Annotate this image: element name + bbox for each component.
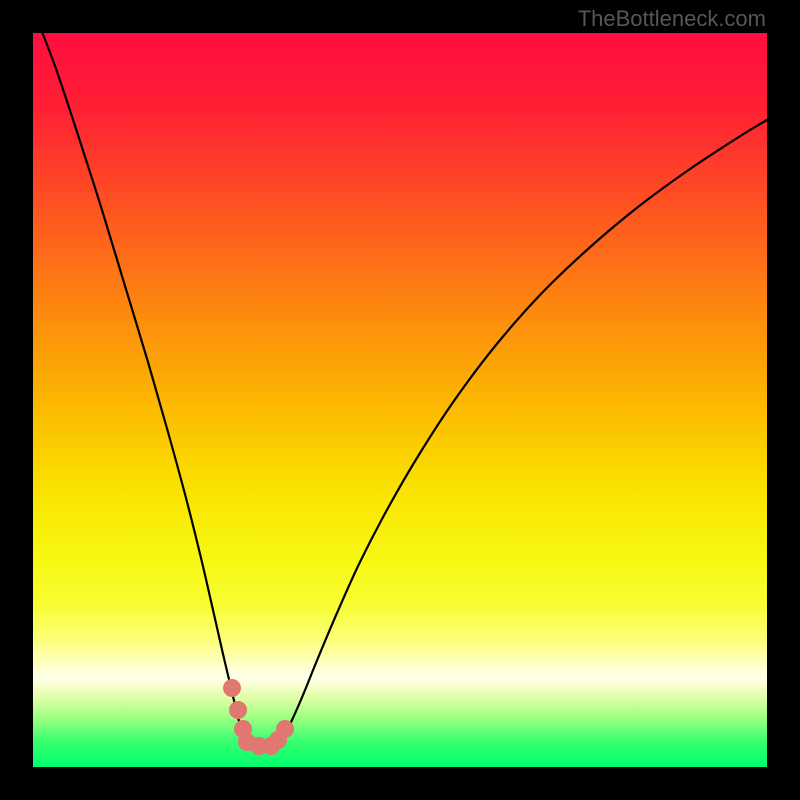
marker-group (223, 679, 294, 755)
marker-dot (229, 701, 247, 719)
marker-dot (223, 679, 241, 697)
attribution-label: TheBottleneck.com (578, 6, 766, 32)
chart-container: TheBottleneck.com (0, 0, 800, 800)
marker-dot (276, 720, 294, 738)
bottleneck-curve (33, 9, 767, 746)
curve-layer (0, 0, 800, 800)
